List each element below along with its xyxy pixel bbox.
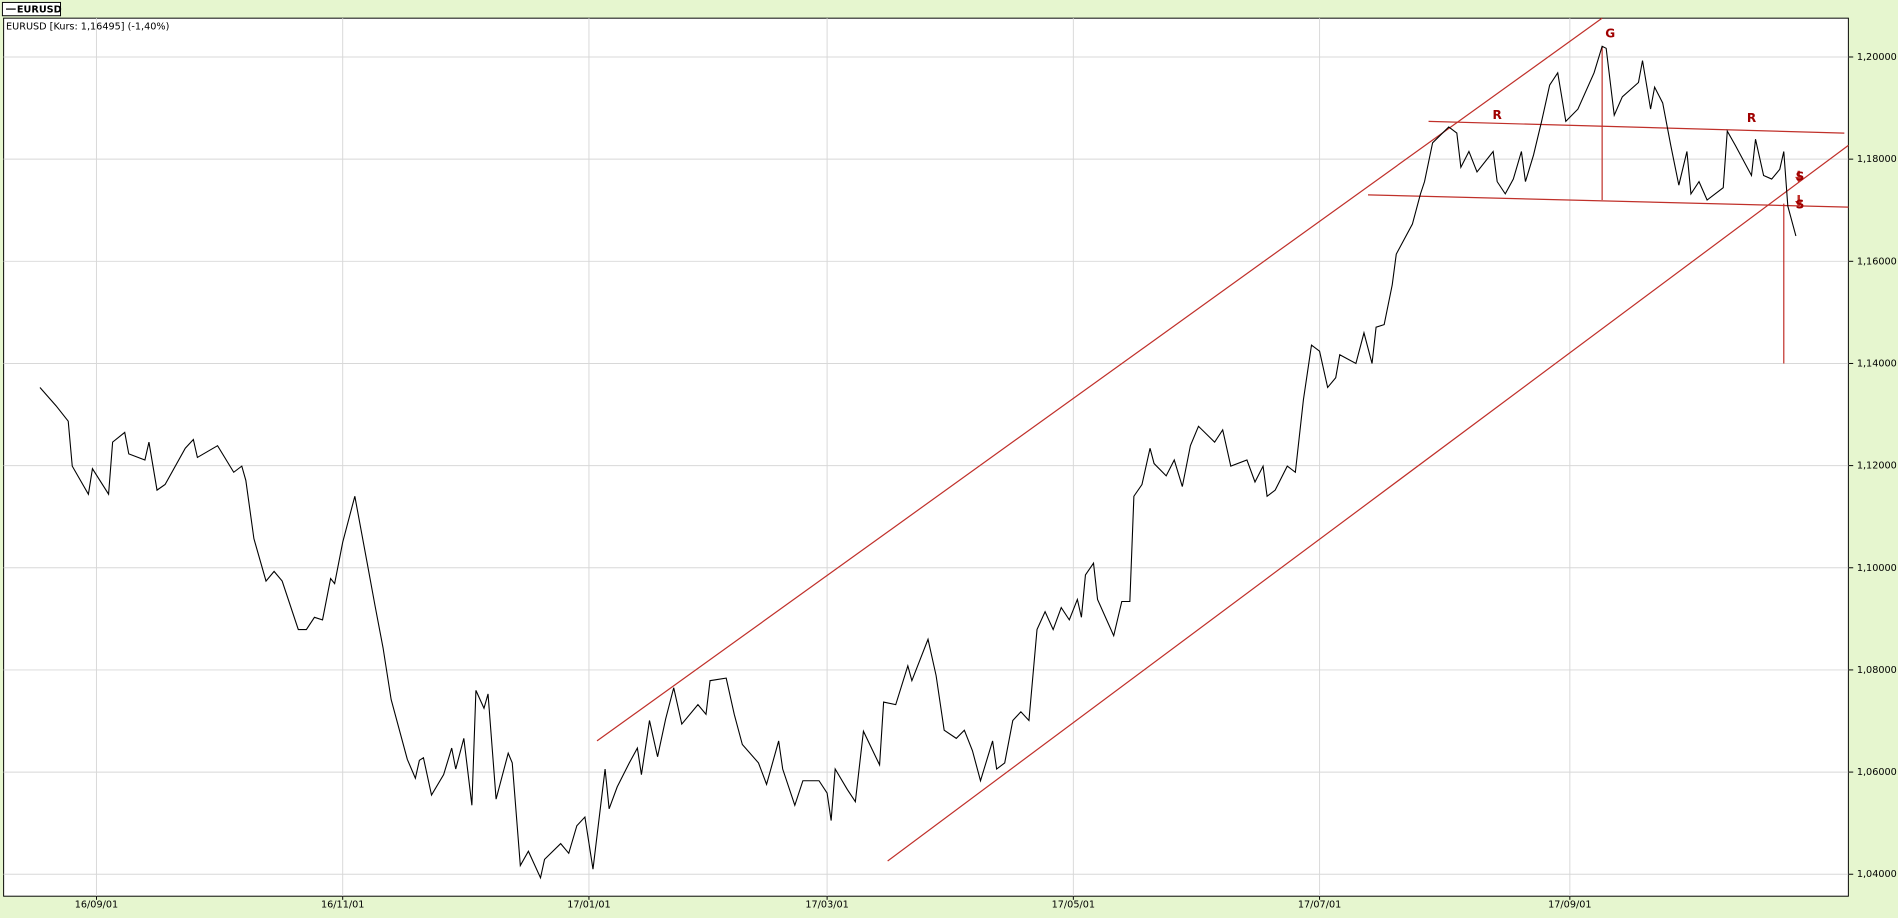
x-tick-label: 17/01/01 <box>567 900 610 911</box>
x-tick-label: 16/11/01 <box>321 900 364 911</box>
arrow <box>1795 170 1803 183</box>
y-tick-label: 1,18000 <box>1857 154 1897 165</box>
x-tick-label: 17/09/01 <box>1548 900 1591 911</box>
y-tick-label: 1,20000 <box>1857 52 1897 63</box>
y-tick-label: 1,14000 <box>1857 358 1897 369</box>
trend-line <box>596 17 1603 742</box>
trend-line <box>1428 120 1845 134</box>
subtitle: EURUSD [Kurs: 1,16495] (-1,40%) <box>6 22 169 33</box>
trend-line <box>887 144 1849 862</box>
annotation: R <box>1493 108 1503 122</box>
trend-line <box>1367 194 1849 208</box>
x-tick-label: 17/07/01 <box>1298 900 1341 911</box>
x-tick-label: 17/03/01 <box>805 900 848 911</box>
annotation: S <box>1796 198 1805 212</box>
x-tick-label: 17/05/01 <box>1052 900 1095 911</box>
y-tick-label: 1,12000 <box>1857 461 1897 472</box>
y-tick-label: 1,10000 <box>1857 563 1897 574</box>
y-tick-label: 1,08000 <box>1857 665 1897 676</box>
legend <box>1 1 62 17</box>
legend-label: EURUSD <box>17 5 62 16</box>
y-tick-label: 1,06000 <box>1857 767 1897 778</box>
y-tick-label: 1,16000 <box>1857 256 1897 267</box>
arrows <box>1795 170 1803 208</box>
arrow <box>1795 194 1803 208</box>
x-tick-label: 16/09/01 <box>75 900 118 911</box>
annotation: S <box>1796 170 1805 184</box>
price-line <box>39 45 1797 880</box>
annotation: G <box>1605 26 1615 40</box>
y-tick-label: 1,04000 <box>1857 869 1897 880</box>
plot-area <box>3 17 1849 897</box>
annotation: R <box>1747 111 1757 125</box>
